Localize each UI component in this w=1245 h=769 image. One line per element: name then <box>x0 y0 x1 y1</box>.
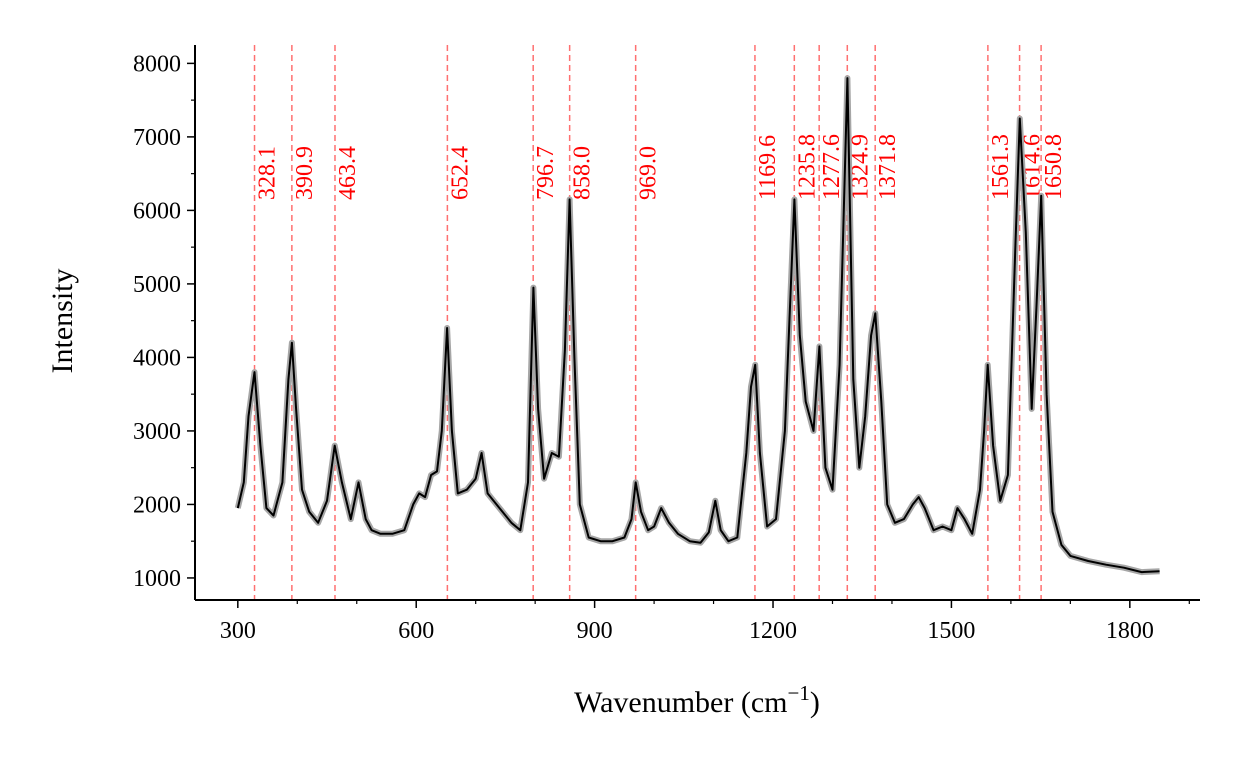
y-tick-label: 4000 <box>133 345 181 371</box>
x-axis-title-unit-exponent: −1 <box>787 681 809 705</box>
x-tick-label: 300 <box>220 618 256 644</box>
y-tick-label: 7000 <box>133 125 181 151</box>
x-axis-ticks: 300 600 900 1200 1500 1800 <box>220 600 1189 644</box>
y-tick-label: 6000 <box>133 198 181 224</box>
x-axis-title-unit-close: ) <box>810 686 820 719</box>
x-tick-label: 1500 <box>927 618 975 644</box>
peak-label: 858.0 <box>570 146 596 200</box>
y-axis-ticks: 1000 2000 3000 4000 5000 6000 7000 8000 <box>133 51 195 592</box>
y-tick-label: 8000 <box>133 51 181 77</box>
peak-label: 1650.8 <box>1041 134 1067 200</box>
peak-label: 1277.6 <box>819 134 845 200</box>
peak-label: 969.0 <box>636 146 662 200</box>
x-axis-title-unit: (cm <box>741 686 788 719</box>
peak-label: 1169.6 <box>755 135 781 200</box>
peak-label: 1371.8 <box>875 134 901 200</box>
x-axis-title: Wavenumber (cm−1) <box>574 681 820 719</box>
peak-label: 390.9 <box>292 146 318 200</box>
x-tick-label: 1200 <box>749 618 797 644</box>
peak-label: 652.4 <box>447 146 473 200</box>
peak-label: 796.7 <box>533 146 559 200</box>
peak-label: 1235.8 <box>794 134 820 200</box>
y-tick-label: 3000 <box>133 419 181 445</box>
peak-marker-lines <box>255 45 1042 600</box>
peak-label: 1561.3 <box>988 134 1014 200</box>
y-axis-title: Intensity <box>46 269 79 374</box>
x-tick-label: 1800 <box>1106 618 1154 644</box>
spectrum-line <box>238 78 1160 572</box>
y-tick-label: 5000 <box>133 272 181 298</box>
x-tick-label: 900 <box>577 618 613 644</box>
y-tick-label: 1000 <box>133 566 181 592</box>
peak-label: 328.1 <box>255 146 281 200</box>
peak-label: 463.4 <box>335 146 361 200</box>
x-axis-title-text: Wavenumber <box>574 686 733 719</box>
y-tick-label: 2000 <box>133 492 181 518</box>
x-tick-label: 600 <box>398 618 434 644</box>
peak-labels: 328.1 390.9 463.4 652.4 796.7 858.0 969.0 1169.… <box>255 134 1068 200</box>
